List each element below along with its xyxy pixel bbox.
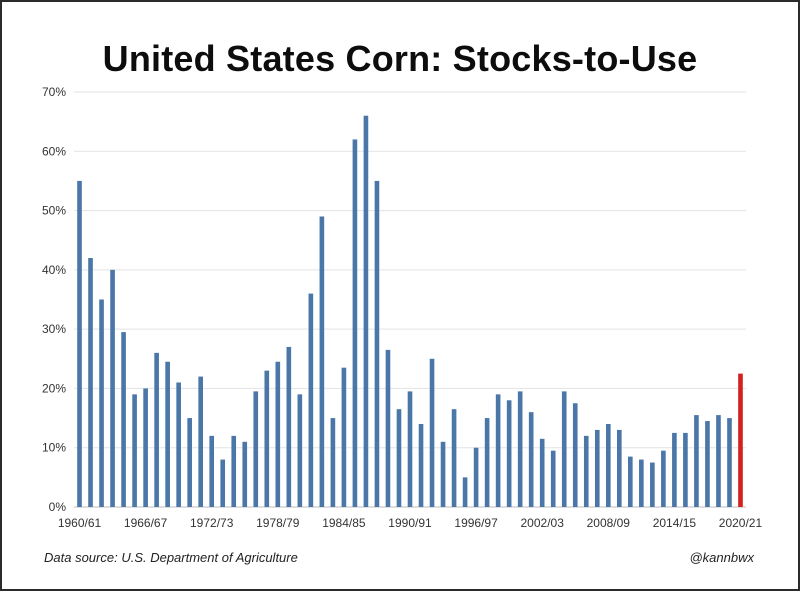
bar-1973/74 (220, 459, 226, 507)
y-axis-ticks: 0% 10% 20% 30% 40% 50% 60% 70% (42, 85, 66, 514)
bar-1987/88 (374, 180, 380, 507)
bar-2018/19 (716, 415, 721, 507)
bar-1963/64 (110, 269, 115, 507)
bar-2008/09 (605, 424, 611, 507)
x-axis-ticks: 1960/61 1966/67 1972/73 1978/79 1984/85 1990/… (58, 516, 763, 530)
bar-1960/61 (77, 180, 82, 507)
bar-1974/75 (231, 435, 237, 507)
bar-1967/68 (154, 352, 159, 507)
bar-2003/04 (550, 450, 556, 507)
bar-1966/67 (143, 388, 148, 507)
y-tick-label: 40% (42, 263, 66, 277)
bar-1997/98 (484, 418, 490, 507)
y-tick-label: 30% (42, 322, 66, 336)
y-tick-label: 60% (42, 144, 66, 158)
y-tick-label: 0% (49, 500, 67, 514)
bar-2017/18 (705, 421, 710, 507)
bar-1978/79 (275, 361, 281, 507)
bar-1965/66 (132, 394, 137, 507)
bar-1986/87 (363, 115, 369, 507)
bar-1984/85 (341, 367, 347, 507)
bar-1982/83 (319, 216, 325, 507)
bar-2015/16 (683, 432, 688, 507)
bar-1970/71 (187, 418, 192, 507)
y-tick-label: 70% (42, 85, 66, 99)
chart-title: United States Corn: Stocks-to-Use (102, 38, 698, 79)
bar-1980/81 (297, 394, 303, 507)
bar-1999/00 (506, 400, 512, 507)
bar-1975/76 (242, 441, 248, 507)
x-tick-label: 1972/73 (190, 516, 234, 530)
x-tick-label: 2008/09 (587, 516, 631, 530)
bar-1985/86 (352, 139, 358, 507)
bar-1969/70 (176, 382, 181, 507)
bar-2007/08 (594, 429, 600, 507)
bar-1977/78 (264, 370, 270, 507)
bar-1983/84 (330, 418, 336, 507)
bar-2019/20 (727, 418, 732, 507)
bar-2005/06 (572, 403, 578, 507)
bar-1979/80 (286, 346, 292, 507)
bar-1998/99 (495, 394, 501, 507)
y-tick-label: 10% (42, 441, 66, 455)
bar-1972/73 (209, 435, 215, 507)
bar-1989/90 (396, 409, 402, 507)
bar-1968/69 (165, 361, 170, 507)
bar-2020/21 (738, 373, 743, 507)
y-tick-label: 20% (42, 381, 66, 395)
bar-2009/10 (616, 429, 622, 507)
x-tick-label: 1978/79 (256, 516, 300, 530)
bar-1990/91 (407, 391, 413, 507)
bar-1962/63 (99, 299, 104, 507)
bar-1988/89 (385, 349, 391, 507)
y-tick-label: 50% (42, 204, 66, 218)
bar-2002/03 (539, 438, 545, 507)
bar-2014/15 (672, 432, 677, 507)
bar-1976/77 (253, 391, 259, 507)
bar-1961/62 (88, 258, 93, 507)
bar-2010/11 (628, 456, 633, 507)
bar-1964/65 (121, 332, 126, 507)
x-tick-label: 2014/15 (653, 516, 697, 530)
x-tick-label: 1966/67 (124, 516, 168, 530)
bar-2011/12 (639, 459, 644, 507)
bar-2012/13 (650, 462, 655, 507)
x-tick-label: 1990/91 (388, 516, 432, 530)
x-tick-label: 2020/21 (719, 516, 763, 530)
bar-1996/97 (473, 447, 479, 507)
data-source-note: Data source: U.S. Department of Agricult… (44, 550, 298, 565)
bar-1992/93 (429, 358, 435, 507)
bar-1995/96 (462, 477, 468, 507)
x-tick-label: 2002/03 (521, 516, 565, 530)
bar-2000/01 (517, 391, 523, 507)
bar-2006/07 (583, 435, 589, 507)
bars (77, 115, 743, 507)
bar-1993/94 (440, 441, 446, 507)
bar-1971/72 (198, 376, 204, 507)
author-credit: @kannbwx (689, 550, 754, 565)
x-tick-label: 1984/85 (322, 516, 366, 530)
bar-1994/95 (451, 409, 457, 507)
x-tick-label: 1960/61 (58, 516, 102, 530)
bar-2016/17 (694, 415, 699, 507)
x-tick-label: 1996/97 (454, 516, 498, 530)
bar-2013/14 (661, 450, 666, 507)
bar-2001/02 (528, 412, 534, 507)
bar-1991/92 (418, 424, 424, 507)
bar-1981/82 (308, 293, 314, 507)
bar-2004/05 (561, 391, 567, 507)
